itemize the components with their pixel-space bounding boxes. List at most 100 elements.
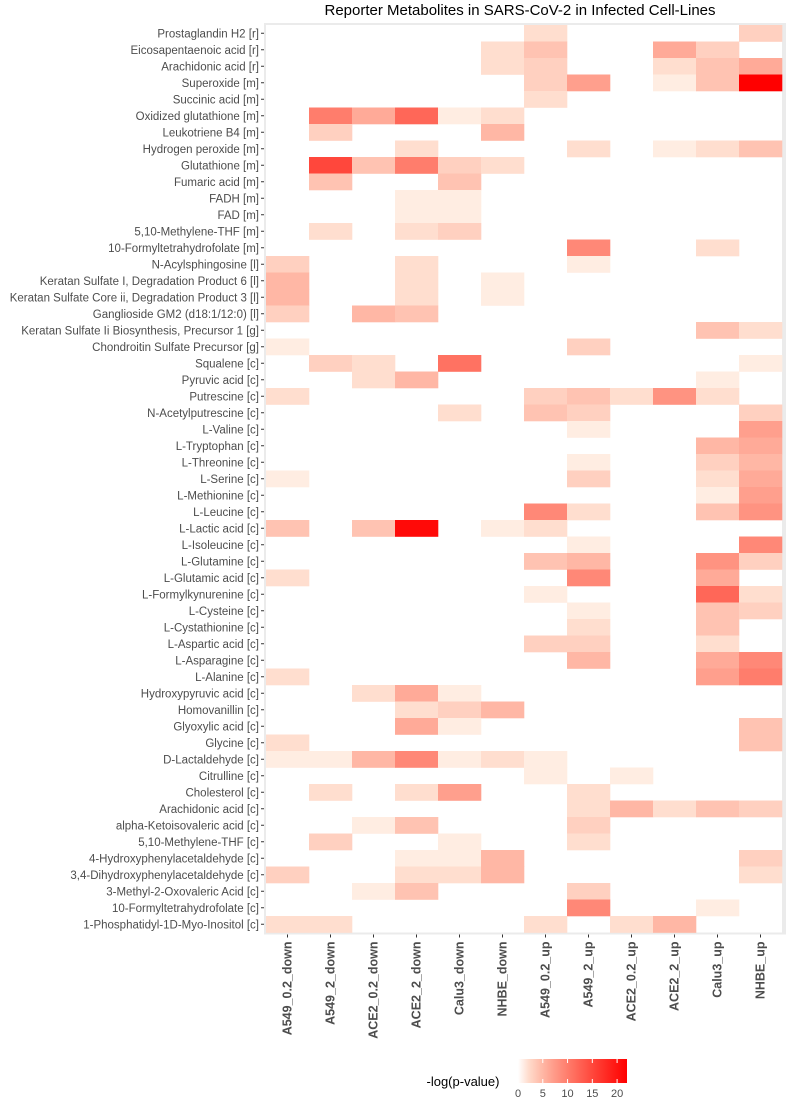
heatmap-cell — [266, 520, 310, 537]
y-tick-label: Succinic acid [m] — [173, 94, 259, 106]
legend-colorbar — [518, 1059, 627, 1083]
heatmap-cell — [309, 107, 353, 125]
legend-tick-label: 20 — [611, 1088, 623, 1100]
heatmap-cell — [696, 322, 740, 339]
heatmap-cell — [739, 586, 783, 603]
y-tick-label: Keratan Sulfate Core ii, Degradation Pro… — [10, 292, 259, 304]
y-tick-label: Keratan Sulfate Ii Biosynthesis, Precurs… — [21, 325, 259, 337]
heatmap-cell — [653, 140, 697, 158]
heatmap-cell — [524, 553, 568, 570]
heatmap-cell — [352, 355, 396, 372]
heatmap-cell — [739, 553, 783, 570]
heatmap-cell — [352, 883, 396, 900]
y-tick-label: Fumaric acid [m] — [174, 177, 259, 189]
heatmap-cell — [567, 256, 611, 273]
y-tick-label: 3-Methyl-2-Oxovaleric Acid [c] — [106, 886, 259, 898]
y-tick-label: Prostaglandin H2 [r] — [157, 28, 259, 40]
heatmap-cell — [395, 701, 439, 719]
heatmap-cell — [610, 800, 654, 818]
heatmap-cell — [567, 635, 611, 653]
heatmap-cell — [567, 602, 611, 620]
heatmap-cell — [266, 305, 310, 323]
heatmap-cell — [739, 140, 783, 158]
x-tick-label: ACE2_0.2_up — [625, 941, 639, 1021]
y-tick-label: FAD [m] — [217, 210, 259, 222]
x-tick-label: A549_2_down — [324, 942, 338, 1025]
legend-title: -log(p-value) — [427, 1074, 500, 1089]
heatmap-cell — [395, 883, 439, 900]
heatmap-cell — [352, 520, 396, 537]
y-tick-label: Superoxide [m] — [182, 78, 259, 90]
heatmap-cell — [395, 256, 439, 273]
heatmap-cell — [739, 421, 783, 438]
heatmap-cell — [438, 833, 482, 851]
legend-tick-label: 0 — [515, 1088, 521, 1100]
heatmap-cell — [481, 58, 525, 75]
heatmap-cell — [567, 338, 611, 356]
y-tick-label: 10-Formyltetrahydrofolate [c] — [112, 903, 259, 915]
y-tick-label: Homovanillin [c] — [178, 705, 259, 717]
heatmap-cell — [438, 173, 482, 191]
heatmap-cell — [524, 41, 568, 59]
heatmap-cell — [739, 602, 783, 620]
heatmap-cell — [610, 916, 654, 933]
heatmap-cell — [739, 25, 783, 42]
y-tick-label: Chondroitin Sulfate Precursor [g] — [92, 342, 259, 354]
heatmap-cell — [266, 866, 310, 884]
y-axis-labels: Prostaglandin H2 [r] Eicosapentaenoic aci… — [10, 28, 264, 931]
heatmap-cell — [696, 41, 740, 59]
heatmap-cell — [696, 635, 740, 653]
heatmap-cell — [739, 437, 783, 455]
heatmap-cell — [266, 388, 310, 405]
y-tick-label: L-Lactic acid [c] — [179, 523, 259, 535]
heatmap-cell — [481, 124, 525, 141]
y-tick-label: 4-Hydroxyphenylacetaldehyde [c] — [89, 853, 259, 865]
heatmap-cell — [309, 157, 353, 174]
heatmap-cell — [739, 800, 783, 818]
heatmap-cell — [395, 817, 439, 834]
heatmap-cell — [739, 536, 783, 554]
heatmap-cell — [266, 569, 310, 587]
heatmap-cell — [567, 619, 611, 636]
heatmap-cell — [567, 536, 611, 554]
heatmap-cell — [309, 173, 353, 191]
heatmap-cell — [696, 437, 740, 455]
heatmap-cell — [696, 619, 740, 636]
heatmap-cell — [438, 751, 482, 768]
heatmap-cell — [696, 239, 740, 257]
heatmap-cell — [653, 58, 697, 75]
y-tick-label: Arachidonic acid [c] — [159, 804, 259, 816]
heatmap-cell — [438, 107, 482, 125]
heatmap-panel — [264, 23, 786, 935]
heatmap-cell — [395, 850, 439, 867]
heatmap-cell — [524, 635, 568, 653]
heatmap-cell — [696, 602, 740, 620]
heatmap-cell — [567, 817, 611, 834]
y-tick-label: Eicosapentaenoic acid [r] — [131, 45, 260, 57]
y-tick-label: L-Alanine [c] — [195, 672, 259, 684]
y-tick-label: Hydroxypyruvic acid [c] — [141, 688, 259, 700]
y-tick-label: 5,10-Methylene-THF [c] — [138, 837, 259, 849]
y-tick-label: L-Cysteine [c] — [189, 606, 259, 618]
heatmap-cell — [739, 652, 783, 669]
heatmap-cell — [438, 223, 482, 240]
heatmap-cell — [309, 784, 353, 801]
heatmap-cell — [309, 223, 353, 240]
heatmap-cell — [395, 520, 439, 537]
heatmap-cell — [739, 734, 783, 752]
heatmap-cell — [567, 833, 611, 851]
heatmap-cell — [481, 866, 525, 884]
heatmap-cell — [352, 107, 396, 125]
x-tick-label: Calu3_down — [453, 942, 467, 1016]
heatmap-cell — [438, 850, 482, 867]
heatmap-cell — [481, 107, 525, 125]
heatmap-cell — [395, 157, 439, 174]
heatmap-cell — [309, 124, 353, 141]
heatmap-cell — [266, 734, 310, 752]
heatmap-cell — [352, 685, 396, 702]
heatmap-cell — [395, 223, 439, 240]
y-tick-label: L-Glutamine [c] — [181, 556, 259, 568]
y-tick-label: 1-Phosphatidyl-1D-Myo-Inositol [c] — [83, 919, 259, 931]
legend-tick-label: 15 — [586, 1088, 598, 1100]
